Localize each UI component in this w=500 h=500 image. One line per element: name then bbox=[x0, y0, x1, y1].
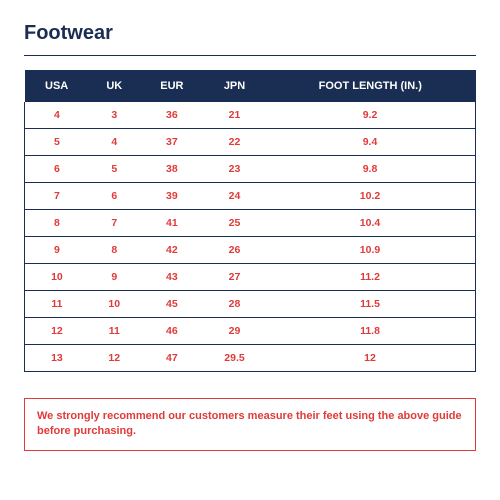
table-cell: 11 bbox=[89, 318, 140, 345]
table-header: USAUKEURJPNFOOT LENGTH (IN.) bbox=[25, 70, 476, 102]
table-cell: 29.5 bbox=[204, 345, 265, 372]
table-cell: 10 bbox=[25, 264, 89, 291]
table-cell: 9.2 bbox=[265, 102, 475, 129]
table-row: 1110452811.5 bbox=[25, 291, 476, 318]
table-row: 5437229.4 bbox=[25, 129, 476, 156]
table-cell: 8 bbox=[25, 210, 89, 237]
column-header: EUR bbox=[140, 70, 204, 102]
table-cell: 21 bbox=[204, 102, 265, 129]
table-cell: 38 bbox=[140, 156, 204, 183]
column-header: USA bbox=[25, 70, 89, 102]
table-cell: 37 bbox=[140, 129, 204, 156]
table-cell: 11.8 bbox=[265, 318, 475, 345]
table-cell: 11.2 bbox=[265, 264, 475, 291]
column-header: FOOT LENGTH (IN.) bbox=[265, 70, 475, 102]
table-cell: 41 bbox=[140, 210, 204, 237]
table-cell: 28 bbox=[204, 291, 265, 318]
table-cell: 45 bbox=[140, 291, 204, 318]
column-header: JPN bbox=[204, 70, 265, 102]
table-cell: 9.8 bbox=[265, 156, 475, 183]
table-row: 13124729.512 bbox=[25, 345, 476, 372]
table-cell: 43 bbox=[140, 264, 204, 291]
table-cell: 42 bbox=[140, 237, 204, 264]
table-cell: 29 bbox=[204, 318, 265, 345]
table-cell: 47 bbox=[140, 345, 204, 372]
table-cell: 10.4 bbox=[265, 210, 475, 237]
table-cell: 8 bbox=[89, 237, 140, 264]
table-row: 87412510.4 bbox=[25, 210, 476, 237]
table-cell: 7 bbox=[89, 210, 140, 237]
table-cell: 10 bbox=[89, 291, 140, 318]
table-cell: 39 bbox=[140, 183, 204, 210]
table-cell: 5 bbox=[25, 129, 89, 156]
table-cell: 6 bbox=[89, 183, 140, 210]
table-cell: 3 bbox=[89, 102, 140, 129]
table-cell: 9 bbox=[89, 264, 140, 291]
table-row: 6538239.8 bbox=[25, 156, 476, 183]
table-cell: 13 bbox=[25, 345, 89, 372]
table-cell: 27 bbox=[204, 264, 265, 291]
table-cell: 22 bbox=[204, 129, 265, 156]
table-cell: 4 bbox=[25, 102, 89, 129]
size-chart-table: USAUKEURJPNFOOT LENGTH (IN.) 4336219.254… bbox=[24, 70, 476, 372]
recommendation-note: We strongly recommend our customers meas… bbox=[24, 398, 476, 451]
table-cell: 36 bbox=[140, 102, 204, 129]
column-header: UK bbox=[89, 70, 140, 102]
table-cell: 26 bbox=[204, 237, 265, 264]
table-cell: 46 bbox=[140, 318, 204, 345]
table-cell: 24 bbox=[204, 183, 265, 210]
table-cell: 12 bbox=[25, 318, 89, 345]
table-cell: 9.4 bbox=[265, 129, 475, 156]
table-row: 109432711.2 bbox=[25, 264, 476, 291]
table-cell: 11.5 bbox=[265, 291, 475, 318]
table-row: 98422610.9 bbox=[25, 237, 476, 264]
table-cell: 25 bbox=[204, 210, 265, 237]
table-row: 76392410.2 bbox=[25, 183, 476, 210]
table-cell: 12 bbox=[89, 345, 140, 372]
table-cell: 11 bbox=[25, 291, 89, 318]
table-cell: 10.2 bbox=[265, 183, 475, 210]
section-title: Footwear bbox=[24, 22, 476, 45]
table-cell: 9 bbox=[25, 237, 89, 264]
table-cell: 4 bbox=[89, 129, 140, 156]
table-cell: 12 bbox=[265, 345, 475, 372]
table-cell: 7 bbox=[25, 183, 89, 210]
table-row: 4336219.2 bbox=[25, 102, 476, 129]
table-cell: 23 bbox=[204, 156, 265, 183]
table-row: 1211462911.8 bbox=[25, 318, 476, 345]
table-body: 4336219.25437229.46538239.876392410.2874… bbox=[25, 102, 476, 372]
table-cell: 6 bbox=[25, 156, 89, 183]
table-cell: 5 bbox=[89, 156, 140, 183]
table-cell: 10.9 bbox=[265, 237, 475, 264]
title-divider bbox=[24, 55, 476, 56]
